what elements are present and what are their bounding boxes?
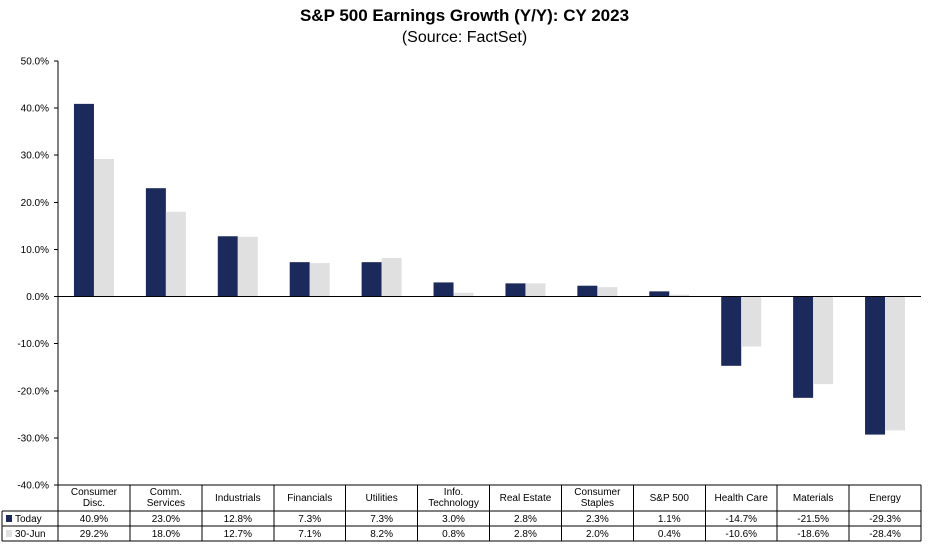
data-value: 1.1%	[658, 514, 681, 525]
category-label: Comm.	[150, 487, 182, 498]
bar-today	[865, 296, 886, 435]
category-label: Disc.	[83, 498, 105, 509]
bar-30-jun	[453, 292, 474, 297]
bar-today	[793, 296, 814, 398]
y-tick-label: 0.0%	[26, 292, 49, 303]
y-tick-label: 20.0%	[21, 198, 49, 209]
bar-30-jun	[165, 211, 186, 297]
data-value: 18.0%	[152, 529, 180, 540]
data-value: 12.8%	[224, 514, 252, 525]
y-tick-label: 10.0%	[21, 245, 49, 256]
bar-today	[361, 262, 382, 297]
category-label: Industrials	[215, 493, 261, 504]
category-label: Financials	[287, 493, 332, 504]
data-value: 2.3%	[586, 514, 609, 525]
bar-30-jun	[381, 257, 402, 297]
chart-subtitle: (Source: FactSet)	[401, 29, 528, 46]
category-label: Materials	[793, 493, 834, 504]
category-label: Services	[147, 498, 185, 509]
data-value: 7.1%	[298, 529, 321, 540]
data-value: -18.6%	[797, 529, 829, 540]
data-value: -29.3%	[869, 514, 901, 525]
legend-label: 30-Jun	[15, 529, 46, 540]
data-value: -10.6%	[725, 529, 757, 540]
bar-today	[721, 296, 742, 366]
category-label: Energy	[869, 493, 901, 504]
bar-30-jun	[741, 296, 762, 347]
data-value: 2.0%	[586, 529, 609, 540]
y-tick-label: -20.0%	[17, 386, 49, 397]
data-value: 0.8%	[442, 529, 465, 540]
category-label: Utilities	[366, 493, 398, 504]
legend-swatch-30-jun	[6, 530, 12, 537]
data-value: 0.4%	[658, 529, 681, 540]
bar-today	[577, 285, 598, 297]
bar-30-jun	[813, 296, 834, 385]
y-tick-label: 30.0%	[21, 151, 49, 162]
y-tick-label: -10.0%	[17, 339, 49, 350]
category-label: Info.	[444, 487, 463, 498]
legend-swatch-today	[6, 515, 12, 522]
data-value: 7.3%	[370, 514, 393, 525]
y-tick-label: -30.0%	[17, 433, 49, 444]
category-label: Staples	[581, 498, 614, 509]
category-label: Technology	[428, 498, 479, 509]
bar-30-jun	[309, 263, 330, 297]
bar-30-jun	[93, 158, 114, 297]
category-label: Consumer	[71, 487, 118, 498]
data-value: -28.4%	[869, 529, 901, 540]
category-label: Real Estate	[500, 493, 552, 504]
y-tick-label: 40.0%	[21, 104, 49, 115]
data-value: 2.8%	[514, 514, 537, 525]
bar-30-jun	[885, 296, 906, 431]
data-value: 8.2%	[370, 529, 393, 540]
y-tick-label: 50.0%	[21, 57, 49, 68]
y-tick-label: -40.0%	[17, 481, 49, 492]
bar-30-jun	[597, 287, 618, 297]
chart-title: S&P 500 Earnings Growth (Y/Y): CY 2023	[299, 6, 630, 25]
bar-today	[145, 188, 166, 297]
bar-today	[73, 103, 94, 297]
bar-today	[217, 236, 238, 297]
category-label: Consumer	[574, 487, 621, 498]
data-value: 7.3%	[298, 514, 321, 525]
data-value: 2.8%	[514, 529, 537, 540]
category-label: S&P 500	[650, 493, 690, 504]
data-value: 29.2%	[80, 529, 108, 540]
bar-today	[433, 282, 454, 297]
data-value: 3.0%	[442, 514, 465, 525]
data-value: -14.7%	[725, 514, 757, 525]
data-value: -21.5%	[797, 514, 829, 525]
data-value: 23.0%	[152, 514, 180, 525]
bar-30-jun	[525, 283, 546, 297]
data-value: 12.7%	[224, 529, 252, 540]
bar-today	[289, 262, 310, 297]
bar-30-jun	[237, 236, 258, 297]
category-label: Health Care	[715, 493, 769, 504]
bar-today	[505, 283, 526, 297]
bar-30-jun	[669, 294, 690, 297]
data-value: 40.9%	[80, 514, 108, 525]
bar-today	[649, 291, 670, 297]
legend-label: Today	[15, 514, 42, 525]
